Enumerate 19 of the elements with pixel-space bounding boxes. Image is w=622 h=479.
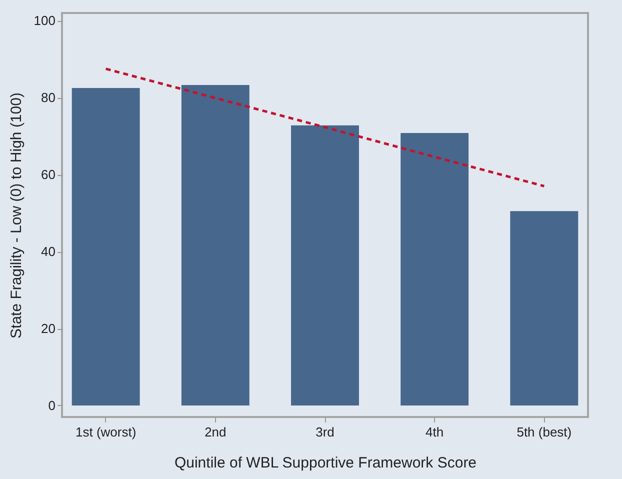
bar: [510, 211, 578, 406]
x-tick-label: 4th: [426, 424, 444, 440]
y-tick-label: 20: [41, 321, 56, 336]
x-tick-label: 2nd: [204, 424, 226, 440]
bar: [181, 84, 250, 406]
y-tick-label: 0: [48, 398, 56, 413]
bar: [291, 125, 359, 406]
x-tick-label: 5th (best): [516, 424, 572, 440]
y-axis-title: State Fragility - Low (0) to High (100): [8, 92, 25, 338]
x-tick-label: 1st (worst): [75, 424, 136, 440]
bar: [72, 88, 140, 406]
y-tick-label: 60: [41, 167, 56, 182]
y-tick-label: 80: [41, 90, 56, 106]
bar: [400, 133, 469, 406]
x-tick-label: 3rd: [316, 424, 334, 440]
x-axis-title: Quintile of WBL Supportive Framework Score: [174, 454, 477, 472]
y-tick-label: 40: [41, 244, 56, 260]
line-series: [104, 68, 546, 188]
y-tick-label: 100: [34, 13, 56, 28]
